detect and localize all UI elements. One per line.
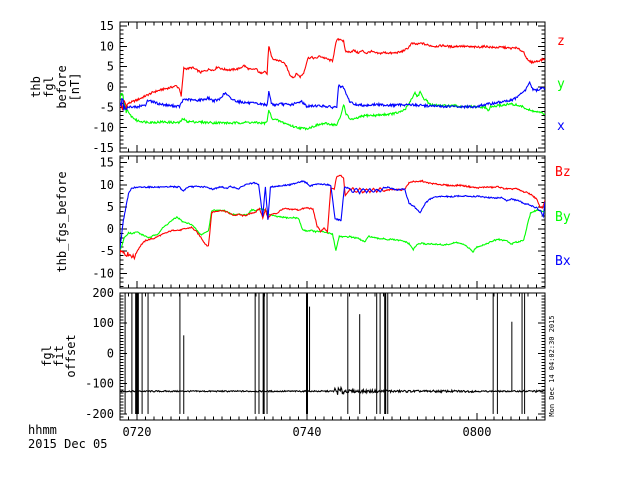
y-tick-label: 100 (92, 316, 114, 330)
y-tick-label: -5 (100, 244, 114, 258)
legend-label-x: x (557, 119, 565, 134)
x-tick-label: 0720 (123, 425, 152, 439)
panel1-ylabel-line4: [nT] (68, 72, 82, 102)
xaxis-unit-label: hhmm (28, 423, 57, 437)
y-tick-label: 5 (107, 200, 114, 214)
x-tick-label: 0740 (293, 425, 322, 439)
series-By (120, 208, 545, 253)
panel1-frame (119, 21, 546, 153)
y-tick-label: 15 (100, 19, 114, 33)
x-tick-label: 0800 (463, 425, 492, 439)
y-tick-label: 5 (107, 60, 114, 74)
series-z (120, 37, 545, 111)
panel1-ylabel-line3: before (55, 65, 69, 109)
legend-label-y: y (557, 77, 565, 92)
legend-label-bx: Bx (555, 254, 571, 269)
y-tick-label: 10 (100, 178, 114, 192)
panel1-ylabel-line2: fgl (42, 76, 56, 98)
y-tick-label: 0 (107, 346, 114, 360)
y-tick-label: -15 (92, 141, 114, 155)
series-y (120, 90, 545, 131)
legend-label-by: By (555, 210, 571, 225)
y-tick-label: -10 (92, 121, 114, 135)
y-tick-label: 10 (100, 39, 114, 53)
series-Bz (120, 174, 545, 261)
creation-timestamp: Mon Dec 14 04:02:30 2015 (548, 315, 556, 417)
y-tick-label: 15 (100, 156, 114, 170)
panel2-ylabel: thb_fgs_before (55, 171, 69, 273)
legend-label-z: z (557, 34, 565, 49)
panel3-ylabel-line3: offset (64, 334, 78, 378)
y-tick-label: -5 (100, 100, 114, 114)
y-tick-label: 200 (92, 286, 114, 300)
series-x (120, 80, 545, 111)
y-tick-label: -100 (85, 377, 114, 391)
legend-label-bz: Bz (555, 165, 571, 180)
panel1-ylabel-line1: thb (29, 76, 43, 98)
y-tick-label: 0 (107, 222, 114, 236)
y-tick-label: 0 (107, 80, 114, 94)
y-tick-label: -200 (85, 407, 114, 421)
xaxis-date-label: 2015 Dec 05 (28, 437, 108, 451)
series-Bx (120, 179, 545, 249)
series-offset (120, 385, 545, 396)
y-tick-label: -10 (92, 266, 114, 280)
